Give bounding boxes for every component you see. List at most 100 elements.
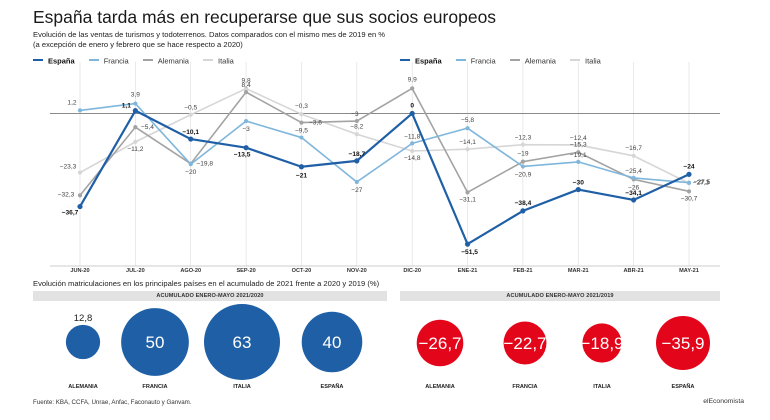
data-label-italia: −12,3 [515, 135, 532, 142]
series-point-españa [188, 136, 194, 142]
data-label-alemania: −32,3 [58, 191, 75, 198]
legend-label: Alemania [524, 56, 556, 66]
data-label-italia: −8,2 [350, 123, 363, 130]
series-point-españa [464, 241, 471, 247]
legend-label: España [415, 56, 442, 66]
data-label-italia: −0,5 [184, 105, 197, 112]
data-label-italia: −14,1 [459, 139, 476, 146]
series-point-italia [77, 170, 83, 175]
x-tick-label: AGO-20 [180, 268, 201, 274]
series-point-españa [631, 197, 637, 203]
data-label-alemania: 9,9 [408, 76, 417, 83]
series-point-españa [298, 164, 305, 170]
data-label-españa: −30 [573, 180, 585, 187]
x-tick-label: OCT-20 [292, 268, 312, 274]
data-label-españa: 1,1 [122, 103, 131, 110]
bubble-value-label: 12,8 [74, 313, 93, 324]
legend-item-alemania: Alemania [142, 56, 189, 66]
data-label-alemania: −3,6 [309, 120, 322, 127]
series-point-alemania [686, 189, 692, 194]
bubble-category-label: ESPAÑA [672, 383, 695, 390]
legend-right: España Francia Alemania Italia [400, 56, 615, 66]
series-point-alemania [133, 125, 138, 130]
series-point-francia [631, 175, 636, 180]
data-label-españa: −36,7 [62, 210, 79, 217]
data-label-francia: 3,9 [131, 92, 140, 99]
series-point-francia [299, 135, 304, 140]
x-tick-label: JUL-20 [126, 268, 145, 274]
data-label-españa: −51,5 [461, 249, 478, 256]
bubble-value-label: −26,7 [418, 334, 461, 353]
x-tick-label: JUN-20 [70, 268, 89, 274]
series-point-italia [520, 142, 526, 147]
series-line-españa [79, 109, 690, 246]
source-note: Fuente: KBA, CCFA, Unrae, Anfac, Faconau… [33, 399, 192, 406]
legend-item-francia: Francia [455, 56, 496, 66]
legend-item-españa: España [400, 56, 442, 66]
data-label-españa: −10,1 [182, 129, 199, 136]
x-tick-label: SEP-20 [236, 268, 255, 274]
legend-label: Italia [584, 56, 601, 66]
legend-left: España Francia Alemania Italia [33, 56, 248, 66]
data-label-italia: −14,8 [404, 155, 421, 162]
bubble-2020-españa [301, 311, 363, 373]
legend-label: Francia [470, 56, 496, 66]
data-label-italia: −23,3 [60, 164, 77, 171]
data-label-italia: −12,4 [570, 135, 587, 142]
data-label-italia: −0,3 [295, 103, 308, 110]
series-point-italia [465, 147, 470, 152]
chart-title: España tarda más en recuperarse que sus … [33, 7, 497, 27]
legend-item-italia: Italia [569, 56, 601, 66]
series-point-alemania [410, 86, 415, 91]
series-line-italia [79, 87, 690, 184]
data-label-alemania: −3 [351, 111, 359, 118]
data-label-alemania: −19 [517, 151, 529, 158]
legend-swatch [33, 59, 43, 62]
data-label-francia: −3 [242, 126, 250, 133]
series-point-italia [299, 112, 304, 117]
data-label-italia: 9,8 [242, 78, 251, 85]
data-label-francia: −19,1 [570, 152, 587, 159]
data-label-alemania: −30,7 [681, 195, 698, 202]
data-label-francia: −25,4 [625, 168, 642, 175]
bubble-category-label: ALEMANIA [425, 384, 455, 390]
bubble-category-label: ITALIA [593, 384, 611, 390]
series-point-italia [631, 153, 636, 158]
section2-title: Evolución matriculaciones en los princip… [33, 279, 380, 288]
series-point-españa [132, 108, 138, 114]
series-point-alemania [354, 118, 359, 124]
legend-swatch [569, 59, 580, 62]
series-point-italia [243, 86, 249, 91]
data-label-alemania: −15,3 [570, 141, 587, 148]
data-label-alemania: 8,4 [242, 82, 251, 89]
series-point-alemania [243, 90, 249, 95]
series-point-francia [243, 118, 249, 124]
series-point-francia [188, 162, 193, 167]
series-point-francia [133, 101, 138, 106]
bubble-2019-francia [503, 321, 547, 365]
series-point-alemania [520, 159, 526, 164]
series-point-francia [465, 126, 470, 131]
series-point-francia [410, 141, 415, 146]
series-point-francia [354, 179, 359, 185]
data-label-francia: 1,2 [67, 99, 76, 106]
bubble-value-label: −18,9 [580, 334, 623, 353]
legend-label: España [48, 56, 75, 66]
x-tick-label: DIC-20 [403, 268, 421, 274]
series-line-francia [79, 102, 690, 184]
series-point-españa [354, 158, 360, 164]
legend-label: Italia [217, 56, 234, 66]
bubble-value-label: −22,7 [503, 334, 546, 353]
bubble-2020-italia [204, 304, 280, 380]
bubble-value-label: 40 [323, 333, 342, 352]
bubble-category-label: ESPAÑA [321, 383, 344, 390]
x-tick-label: ENE-21 [458, 268, 478, 274]
x-tick-label: ABR-21 [624, 268, 644, 274]
legend-item-francia: Francia [88, 56, 129, 66]
data-label-francia: −20,9 [515, 171, 532, 178]
legend-label: Francia [103, 56, 129, 66]
bubble-category-label: ALEMANIA [68, 384, 98, 390]
data-label-francia: −5,8 [461, 117, 474, 124]
data-label-francia: −27,3 [693, 180, 710, 187]
legend-item-italia: Italia [202, 56, 234, 66]
